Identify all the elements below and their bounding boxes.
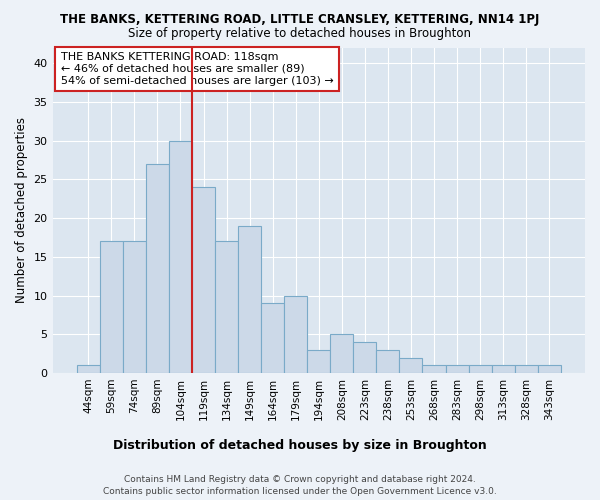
Bar xyxy=(469,366,491,373)
Bar xyxy=(376,350,400,373)
Bar xyxy=(491,366,515,373)
Bar xyxy=(307,350,330,373)
Y-axis label: Number of detached properties: Number of detached properties xyxy=(15,118,28,304)
Bar xyxy=(169,140,192,373)
Bar xyxy=(400,358,422,373)
Bar xyxy=(100,242,123,373)
Bar xyxy=(538,366,561,373)
Text: Contains public sector information licensed under the Open Government Licence v3: Contains public sector information licen… xyxy=(103,486,497,496)
Text: THE BANKS KETTERING ROAD: 118sqm
← 46% of detached houses are smaller (89)
54% o: THE BANKS KETTERING ROAD: 118sqm ← 46% o… xyxy=(61,52,333,86)
Bar xyxy=(353,342,376,373)
Bar xyxy=(215,242,238,373)
Bar xyxy=(261,304,284,373)
Text: Size of property relative to detached houses in Broughton: Size of property relative to detached ho… xyxy=(128,28,472,40)
Bar xyxy=(515,366,538,373)
Bar xyxy=(330,334,353,373)
Bar xyxy=(422,366,446,373)
Bar xyxy=(446,366,469,373)
Bar xyxy=(146,164,169,373)
Bar xyxy=(238,226,261,373)
Bar xyxy=(123,242,146,373)
Text: Distribution of detached houses by size in Broughton: Distribution of detached houses by size … xyxy=(113,440,487,452)
Bar xyxy=(77,366,100,373)
Bar xyxy=(284,296,307,373)
Text: Contains HM Land Registry data © Crown copyright and database right 2024.: Contains HM Land Registry data © Crown c… xyxy=(124,476,476,484)
Text: THE BANKS, KETTERING ROAD, LITTLE CRANSLEY, KETTERING, NN14 1PJ: THE BANKS, KETTERING ROAD, LITTLE CRANSL… xyxy=(61,12,539,26)
Bar xyxy=(192,187,215,373)
